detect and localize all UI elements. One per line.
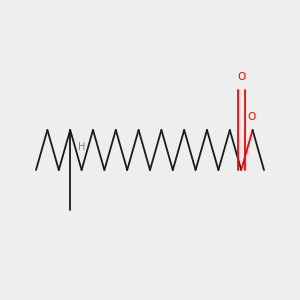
Text: O: O — [237, 73, 245, 82]
Text: H: H — [78, 142, 85, 152]
Text: O: O — [247, 112, 255, 122]
